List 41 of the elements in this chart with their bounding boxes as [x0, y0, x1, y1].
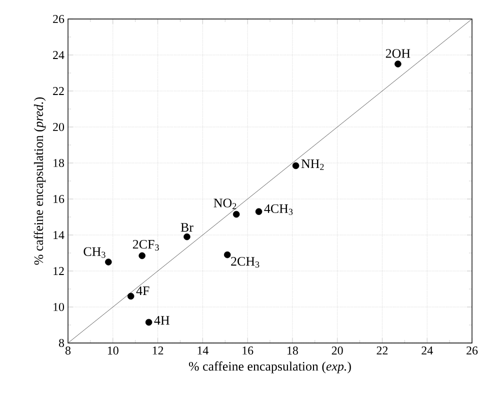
y-tick-label: 18 [54, 158, 64, 168]
x-tick-label: 20 [332, 346, 343, 355]
point [292, 162, 300, 170]
annotation: CH$_{3}$ [84, 247, 106, 258]
annotation: NO$_{2}$ [214, 198, 236, 210]
y-tick-label: 8 [58, 338, 64, 348]
point [138, 252, 146, 260]
annotation: 4F [136, 286, 150, 296]
x-tick-label: 14 [198, 346, 208, 354]
x-tick-label: 22 [376, 346, 388, 354]
x-tick-label: 12 [152, 346, 164, 354]
x-tick-label: 10 [108, 346, 118, 355]
annotation: 4CH$_{3}$ [264, 204, 293, 215]
x-tick-label: 18 [288, 346, 298, 355]
y-tick-label: 16 [54, 194, 64, 204]
annotation: 2CH$_{3}$ [231, 256, 260, 268]
y-tick-label: 12 [54, 267, 64, 275]
point [224, 251, 231, 258]
point [184, 233, 190, 240]
annotation: 4H [154, 316, 170, 325]
y-tick-label: 20 [53, 122, 64, 132]
annotation: NH$_{2}$ [301, 160, 324, 170]
y-tick-label: 24 [53, 51, 64, 59]
point [105, 258, 112, 266]
point [232, 210, 240, 218]
point [255, 208, 262, 215]
annotation: 2OH [386, 49, 410, 58]
annotation: Br [180, 223, 194, 232]
x-tick-label: 16 [242, 346, 254, 355]
y-tick-label: 26 [53, 14, 64, 24]
y-tick-label: 22 [53, 87, 64, 95]
x-tick-label: 24 [422, 346, 433, 354]
x-tick-label: 8 [65, 346, 71, 355]
point [145, 318, 152, 326]
point [394, 60, 402, 68]
y-tick-label: 10 [54, 302, 64, 312]
x-axis-title: % caffeine encapsulation (exp.) [188, 361, 351, 374]
annotation: 2CF$_{3}$ [132, 240, 159, 251]
x-tick-label: 26 [466, 346, 478, 355]
point [127, 292, 134, 300]
y-tick-label: 14 [54, 231, 64, 239]
